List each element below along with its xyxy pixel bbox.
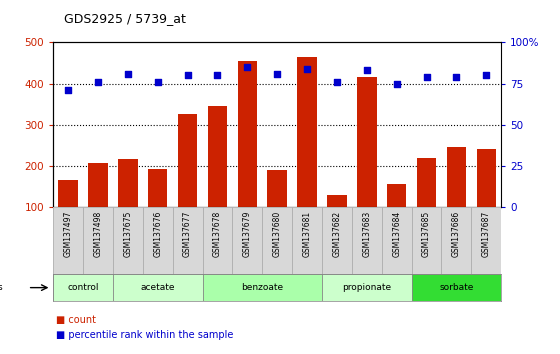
Point: [482, 73, 491, 78]
Text: acetate: acetate: [141, 283, 175, 292]
Text: GSM137678: GSM137678: [213, 210, 222, 257]
Bar: [322, 207, 352, 274]
Point: [422, 74, 431, 80]
Point: [302, 66, 311, 72]
Point: [452, 74, 461, 80]
Point: [153, 79, 162, 85]
Bar: [357, 78, 376, 207]
Bar: [441, 207, 472, 274]
Bar: [113, 274, 203, 301]
Bar: [83, 207, 113, 274]
Text: stress: stress: [0, 283, 3, 292]
Bar: [472, 207, 501, 274]
Text: GSM137683: GSM137683: [362, 210, 371, 257]
Text: GSM137679: GSM137679: [243, 210, 252, 257]
Text: GSM137686: GSM137686: [452, 210, 461, 257]
Point: [213, 73, 222, 78]
Bar: [417, 158, 436, 207]
Text: GSM137677: GSM137677: [183, 210, 192, 257]
Point: [362, 68, 371, 73]
Bar: [352, 207, 382, 274]
Bar: [58, 180, 78, 207]
Text: GSM137681: GSM137681: [302, 210, 311, 257]
Text: GSM137685: GSM137685: [422, 210, 431, 257]
Bar: [382, 207, 412, 274]
Bar: [203, 274, 322, 301]
Text: GSM137676: GSM137676: [153, 210, 162, 257]
Bar: [148, 169, 167, 207]
Text: GSM137680: GSM137680: [273, 210, 282, 257]
Text: propionate: propionate: [342, 283, 391, 292]
Bar: [172, 207, 203, 274]
Text: sorbate: sorbate: [439, 283, 474, 292]
Text: benzoate: benzoate: [241, 283, 283, 292]
Bar: [208, 106, 227, 207]
Text: ■ percentile rank within the sample: ■ percentile rank within the sample: [56, 330, 234, 339]
Bar: [53, 274, 113, 301]
Bar: [262, 207, 292, 274]
Text: GSM137684: GSM137684: [392, 210, 401, 257]
Text: GSM137497: GSM137497: [64, 210, 73, 257]
Bar: [178, 114, 197, 207]
Bar: [232, 207, 262, 274]
Text: GSM137498: GSM137498: [94, 210, 102, 257]
Text: GSM137675: GSM137675: [123, 210, 132, 257]
Bar: [387, 184, 407, 207]
Point: [392, 81, 401, 86]
Text: GDS2925 / 5739_at: GDS2925 / 5739_at: [64, 12, 186, 25]
Point: [123, 71, 132, 76]
Text: ■ count: ■ count: [56, 315, 96, 325]
Point: [243, 64, 252, 70]
Bar: [118, 159, 138, 207]
Bar: [477, 149, 496, 207]
Bar: [297, 57, 317, 207]
Bar: [203, 207, 232, 274]
Point: [333, 79, 342, 85]
Point: [64, 87, 73, 93]
Bar: [292, 207, 322, 274]
Bar: [412, 274, 501, 301]
Bar: [322, 274, 412, 301]
Text: GSM137682: GSM137682: [333, 210, 342, 257]
Text: control: control: [67, 283, 99, 292]
Bar: [237, 61, 257, 207]
Bar: [412, 207, 441, 274]
Bar: [113, 207, 143, 274]
Bar: [447, 147, 466, 207]
Point: [94, 79, 102, 85]
Bar: [327, 195, 347, 207]
Text: GSM137687: GSM137687: [482, 210, 491, 257]
Bar: [268, 170, 287, 207]
Bar: [53, 207, 83, 274]
Bar: [143, 207, 172, 274]
Point: [273, 71, 282, 76]
Point: [183, 73, 192, 78]
Bar: [88, 163, 108, 207]
